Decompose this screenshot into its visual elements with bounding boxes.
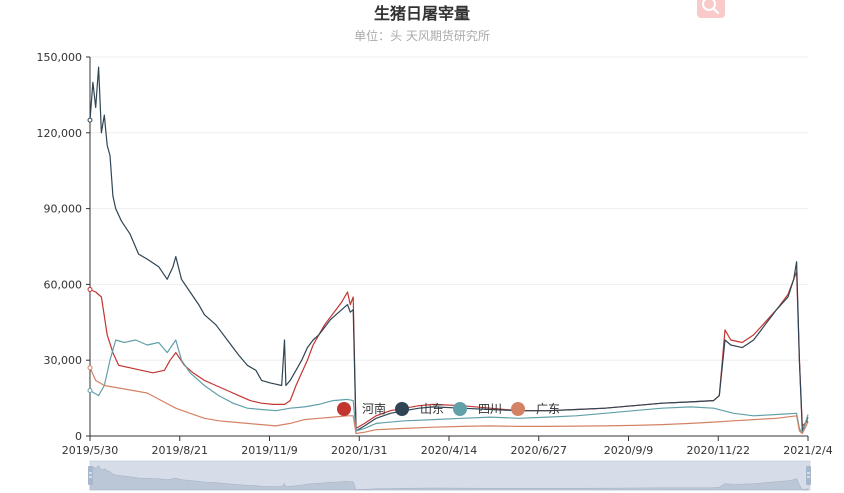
legend-label: 广东 (536, 402, 560, 416)
y-grid-lines (90, 56, 808, 361)
series-lines (87, 66, 809, 435)
series-start-point-0 (87, 286, 93, 292)
x-tick-label: 2020/9/9 (604, 444, 653, 457)
y-tick-label: 120,000 (37, 127, 83, 140)
series-line-2 (89, 339, 809, 435)
y-tick-label: 150,000 (37, 51, 83, 64)
zoom-handle-right[interactable] (806, 466, 811, 485)
series-line-3 (89, 367, 809, 435)
x-tick-label: 2019/5/30 (62, 444, 118, 457)
zoom-selection[interactable] (90, 461, 810, 490)
legend-marker (395, 402, 409, 416)
series-line-0 (89, 271, 809, 429)
zoom-handle-bar[interactable] (88, 466, 93, 485)
legend: 河南 山东 四川 广东 (337, 401, 560, 416)
axes: 0 30,000 60,000 90,000 120,000 150,000 2019/5/… (37, 51, 833, 457)
y-tick-label: 0 (75, 430, 82, 443)
x-tick-label: 2019/8/21 (152, 444, 208, 457)
series-start-point-2 (87, 388, 93, 394)
x-tick-label: 2020/4/14 (421, 444, 477, 457)
legend-label: 四川 (478, 402, 502, 416)
y-tick-label: 60,000 (44, 278, 83, 291)
legend-item-0[interactable]: 河南 (337, 401, 386, 416)
legend-item-3[interactable]: 广东 (511, 402, 560, 416)
zoom-preview-area (89, 465, 809, 491)
x-tick-label: 2020/11/22 (687, 444, 750, 457)
chart-title: 生猪日屠宰量 (373, 4, 470, 23)
legend-marker (453, 402, 467, 416)
data-zoom-slider[interactable] (88, 460, 811, 491)
series-line-1 (89, 66, 809, 432)
legend-marker (337, 402, 351, 416)
x-tick-label: 2020/6/27 (511, 444, 567, 457)
legend-item-1[interactable]: 山东 (395, 402, 444, 416)
chart-subtitle: 单位：头 天风期货研究所 (354, 29, 490, 43)
data-zoom-toolbox-button[interactable] (697, 0, 725, 18)
zoom-handle-bar[interactable] (806, 466, 811, 485)
legend-label: 山东 (420, 402, 444, 416)
zoom-handle-left[interactable] (88, 466, 93, 485)
y-tick-label: 90,000 (44, 203, 83, 216)
x-tick-label: 2021/2/4 (783, 444, 832, 457)
x-tick-label: 2020/1/31 (331, 444, 387, 457)
legend-label: 河南 (362, 401, 386, 416)
x-tick-label: 2019/11/9 (241, 444, 297, 457)
magnifier-icon (702, 0, 720, 15)
series-start-point-1 (87, 117, 93, 123)
legend-marker (511, 402, 525, 416)
legend-item-2[interactable]: 四川 (453, 402, 502, 416)
y-tick-label: 30,000 (44, 354, 83, 367)
series-start-point-3 (87, 365, 93, 371)
